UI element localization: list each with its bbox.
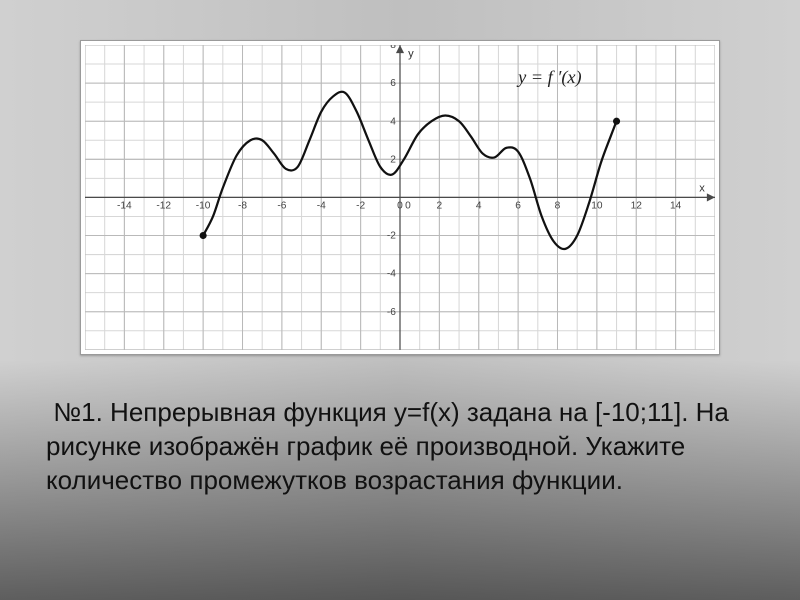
derivative-chart: -14 -12 -10 -8 -6 -4 -2 0 2 4 6 8 10 12 14 -6 -4 -2 2 4 6 8 0 x… bbox=[85, 45, 715, 350]
svg-text:10: 10 bbox=[591, 201, 603, 212]
svg-text:6: 6 bbox=[515, 201, 521, 212]
svg-text:2: 2 bbox=[437, 201, 443, 212]
problem-text: Непрерывная функция y=f(x) задана на [-1… bbox=[46, 397, 729, 496]
svg-text:-2: -2 bbox=[356, 201, 365, 212]
svg-text:8: 8 bbox=[555, 201, 561, 212]
x-axis-label: x bbox=[699, 182, 705, 194]
svg-text:-4: -4 bbox=[317, 201, 326, 212]
svg-text:4: 4 bbox=[390, 116, 396, 127]
svg-text:4: 4 bbox=[476, 201, 482, 212]
svg-text:0: 0 bbox=[405, 201, 411, 212]
svg-text:-4: -4 bbox=[387, 269, 396, 280]
svg-text:14: 14 bbox=[670, 201, 682, 212]
svg-text:12: 12 bbox=[631, 201, 643, 212]
curve-annotation: y = f ′(x) bbox=[516, 67, 581, 88]
y-axis-label: y bbox=[408, 48, 414, 60]
svg-text:-14: -14 bbox=[117, 201, 132, 212]
curve-endpoint bbox=[200, 232, 207, 239]
curve-endpoint bbox=[613, 118, 620, 125]
svg-text:2: 2 bbox=[390, 154, 396, 165]
svg-text:8: 8 bbox=[390, 45, 396, 51]
svg-text:-10: -10 bbox=[196, 201, 211, 212]
problem-block: №1. Непрерывная функция y=f(x) задана на… bbox=[46, 395, 754, 498]
svg-text:-6: -6 bbox=[387, 307, 396, 318]
axes bbox=[85, 45, 715, 350]
svg-text:6: 6 bbox=[390, 78, 396, 89]
svg-text:0: 0 bbox=[397, 201, 403, 212]
svg-text:-8: -8 bbox=[238, 201, 247, 212]
chart-container: -14 -12 -10 -8 -6 -4 -2 0 2 4 6 8 10 12 14 -6 -4 -2 2 4 6 8 0 x… bbox=[80, 40, 720, 355]
svg-text:-2: -2 bbox=[387, 231, 396, 242]
svg-text:-12: -12 bbox=[156, 201, 171, 212]
svg-text:-6: -6 bbox=[277, 201, 286, 212]
problem-number: №1. bbox=[53, 397, 103, 427]
derivative-curve bbox=[203, 92, 616, 249]
